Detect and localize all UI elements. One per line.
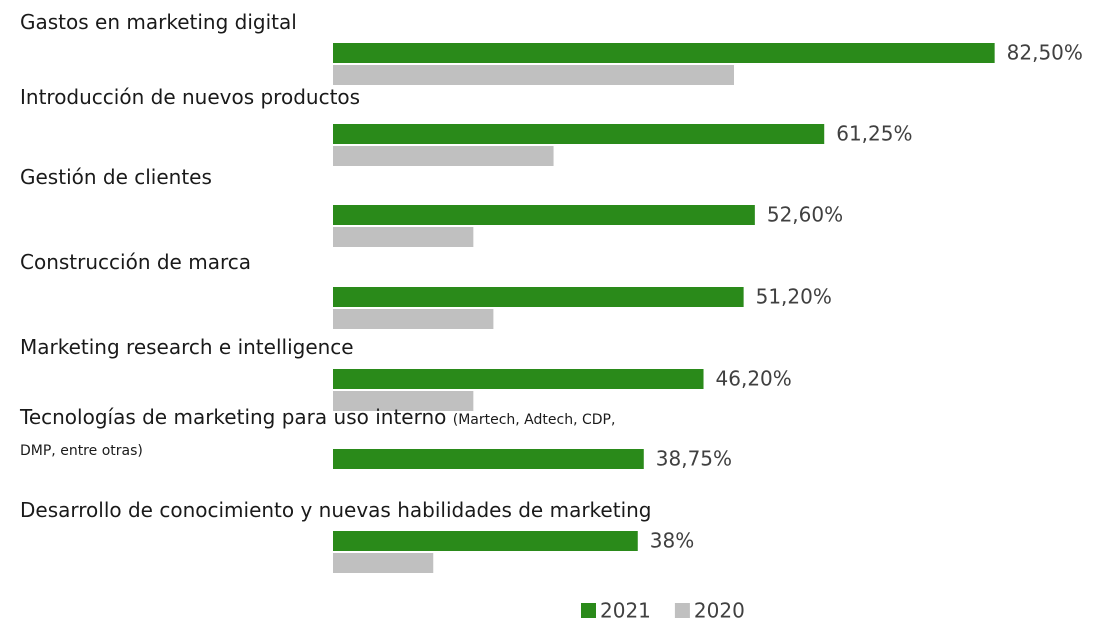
category-text: Introducción de nuevos productos xyxy=(20,85,361,109)
bar xyxy=(333,287,744,307)
category-text: Gestión de clientes xyxy=(20,165,212,189)
category-text: Marketing research e intelligence xyxy=(20,335,354,359)
category-text: Gastos en marketing digital xyxy=(20,10,297,34)
category-text: Construcción de marca xyxy=(20,250,251,274)
value-label: 52,60% xyxy=(767,203,843,227)
bar xyxy=(333,369,704,389)
category-label: Gastos en marketing digital xyxy=(20,7,297,37)
bar xyxy=(333,146,554,166)
bar xyxy=(333,391,474,411)
value-label: 46,20% xyxy=(716,367,792,391)
category-label: Introducción de nuevos productos xyxy=(20,82,360,112)
category-label: Tecnologías de marketing para uso intern… xyxy=(20,403,640,465)
bar xyxy=(333,553,434,573)
value-label: 51,20% xyxy=(756,285,832,309)
value-label: 38,75% xyxy=(656,447,732,471)
legend-swatch xyxy=(674,603,690,618)
legend-swatch xyxy=(581,603,596,618)
bar xyxy=(333,124,825,144)
legend-label: 2020 xyxy=(694,599,745,623)
category-label: Desarrollo de conocimiento y nuevas habi… xyxy=(20,494,652,527)
legend-label: 2021 xyxy=(600,599,651,623)
category-text: Desarrollo de conocimiento y nuevas habi… xyxy=(20,498,652,522)
category-text: Tecnologías de marketing para uso intern… xyxy=(20,405,447,429)
bar xyxy=(333,531,638,551)
bar xyxy=(333,205,755,225)
bar xyxy=(333,309,494,329)
bar xyxy=(333,227,474,247)
category-label: Construcción de marca xyxy=(20,247,251,277)
category-note: (Martech, Adtech, CDP, DMP, entre otras) xyxy=(20,412,616,459)
category-label: Marketing research e intelligence xyxy=(20,332,354,362)
bar xyxy=(333,65,734,85)
bar xyxy=(333,449,644,469)
category-label: Gestión de clientes xyxy=(20,162,212,192)
value-label: 38% xyxy=(650,529,694,553)
value-label: 61,25% xyxy=(836,122,912,146)
value-label: 82,50% xyxy=(1007,41,1083,65)
bar xyxy=(333,43,995,63)
